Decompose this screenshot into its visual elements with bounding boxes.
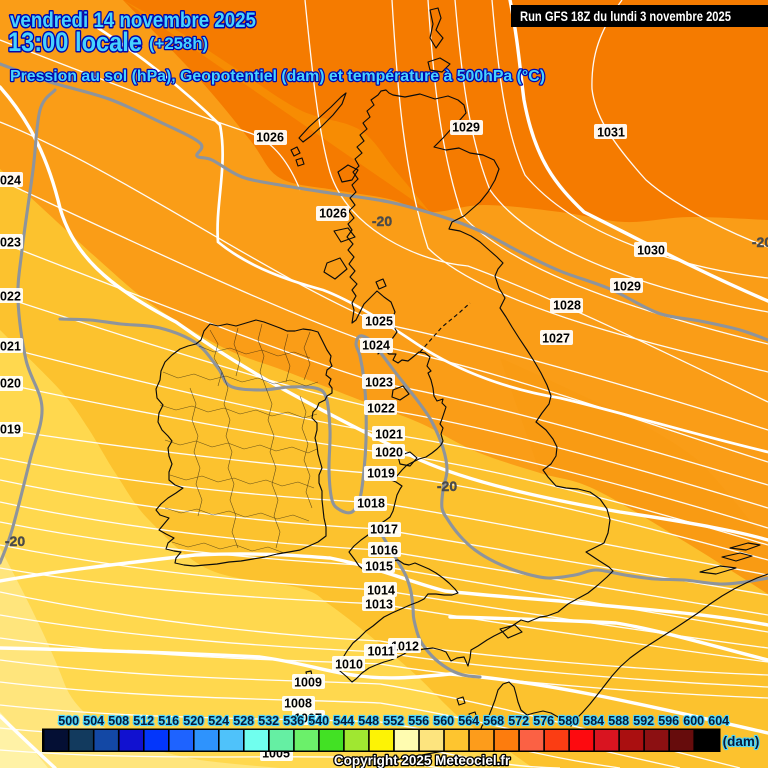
- svg-text:Copyright 2025 Meteociel.fr: Copyright 2025 Meteociel.fr: [334, 753, 511, 768]
- svg-text:1024: 1024: [0, 174, 21, 188]
- svg-text:512: 512: [133, 714, 154, 728]
- svg-text:1022: 1022: [0, 290, 21, 304]
- svg-text:576: 576: [533, 714, 554, 728]
- svg-text:1021: 1021: [375, 428, 403, 442]
- svg-text:604: 604: [708, 714, 729, 728]
- svg-text:540: 540: [308, 714, 329, 728]
- svg-text:560: 560: [433, 714, 454, 728]
- svg-text:532: 532: [258, 714, 279, 728]
- svg-text:524: 524: [208, 714, 229, 728]
- svg-text:1024: 1024: [362, 339, 390, 353]
- svg-text:1019: 1019: [0, 423, 21, 437]
- svg-text:1019: 1019: [367, 467, 395, 481]
- svg-text:596: 596: [658, 714, 679, 728]
- svg-text:1015: 1015: [365, 560, 393, 574]
- svg-text:Pression au sol (hPa), Geopote: Pression au sol (hPa), Geopotentiel (dam…: [10, 68, 545, 85]
- svg-text:1027: 1027: [542, 332, 570, 346]
- svg-text:1029: 1029: [452, 121, 480, 135]
- svg-text:1029: 1029: [613, 280, 641, 294]
- svg-text:516: 516: [158, 714, 179, 728]
- svg-text:600: 600: [683, 714, 704, 728]
- svg-text:1018: 1018: [357, 497, 385, 511]
- svg-text:584: 584: [583, 714, 604, 728]
- svg-text:556: 556: [408, 714, 429, 728]
- svg-text:-20: -20: [752, 234, 768, 250]
- svg-text:-20: -20: [437, 478, 457, 494]
- svg-text:1030: 1030: [637, 244, 665, 258]
- svg-text:588: 588: [608, 714, 629, 728]
- svg-text:1028: 1028: [553, 299, 581, 313]
- svg-text:504: 504: [83, 714, 104, 728]
- svg-text:-20: -20: [372, 213, 392, 229]
- svg-text:1009: 1009: [294, 676, 322, 690]
- svg-text:vendredi 14 novembre 2025: vendredi 14 novembre 2025: [10, 9, 256, 32]
- svg-text:1022: 1022: [367, 402, 395, 416]
- svg-text:1008: 1008: [284, 697, 312, 711]
- svg-text:(+258h): (+258h): [149, 34, 208, 53]
- svg-text:(dam): (dam): [723, 734, 760, 749]
- svg-text:13:00 locale: 13:00 locale: [8, 27, 142, 57]
- svg-text:592: 592: [633, 714, 654, 728]
- svg-text:520: 520: [183, 714, 204, 728]
- svg-text:1011: 1011: [367, 645, 394, 659]
- svg-text:1014: 1014: [367, 584, 395, 598]
- svg-text:1026: 1026: [256, 131, 284, 145]
- svg-text:Run GFS 18Z du lundi 3 novembr: Run GFS 18Z du lundi 3 novembre 2025: [520, 9, 731, 24]
- svg-text:1007: 1007: [294, 712, 322, 726]
- svg-text:552: 552: [383, 714, 404, 728]
- svg-text:1017: 1017: [370, 523, 398, 537]
- svg-text:536: 536: [283, 714, 304, 728]
- svg-text:1021: 1021: [0, 340, 21, 354]
- svg-text:1031: 1031: [597, 126, 625, 140]
- svg-text:1023: 1023: [0, 236, 21, 250]
- svg-text:-20: -20: [5, 533, 25, 549]
- svg-text:580: 580: [558, 714, 579, 728]
- svg-text:528: 528: [233, 714, 254, 728]
- svg-text:568: 568: [483, 714, 504, 728]
- svg-text:1016: 1016: [370, 544, 398, 558]
- svg-text:1020: 1020: [375, 446, 403, 460]
- svg-text:508: 508: [108, 714, 129, 728]
- svg-text:500: 500: [58, 714, 79, 728]
- svg-text:544: 544: [333, 714, 354, 728]
- svg-text:1026: 1026: [319, 207, 347, 221]
- svg-text:1012: 1012: [391, 640, 419, 654]
- svg-text:564: 564: [458, 714, 479, 728]
- svg-text:1025: 1025: [365, 315, 393, 329]
- svg-text:548: 548: [358, 714, 379, 728]
- svg-text:1023: 1023: [365, 376, 393, 390]
- svg-text:1013: 1013: [365, 598, 393, 612]
- svg-text:572: 572: [508, 714, 529, 728]
- svg-text:1010: 1010: [335, 658, 363, 672]
- svg-text:1020: 1020: [0, 377, 21, 391]
